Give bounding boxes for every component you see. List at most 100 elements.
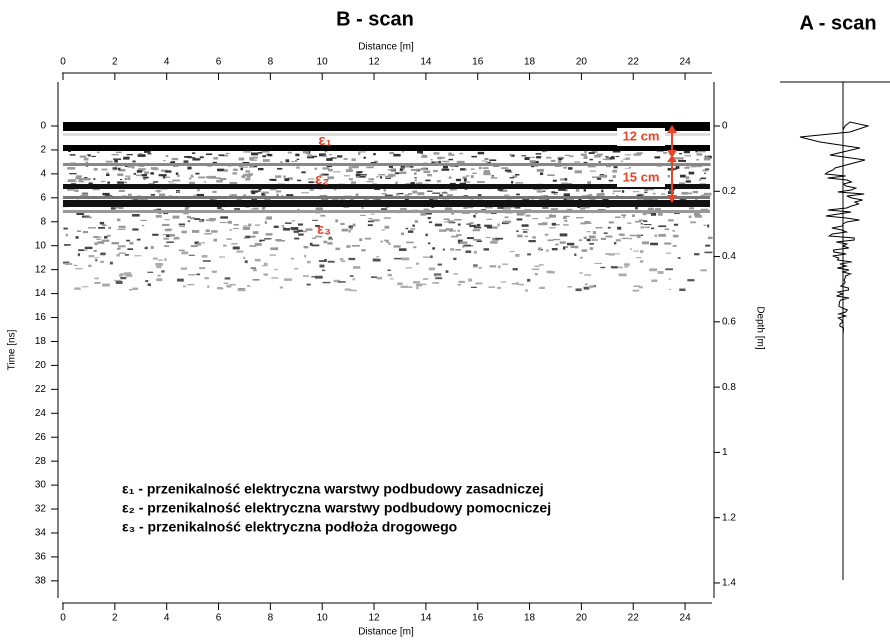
texture — [638, 219, 644, 221]
texture — [193, 194, 196, 198]
texture — [322, 281, 331, 284]
texture — [218, 287, 224, 290]
texture — [420, 150, 424, 154]
texture — [352, 278, 355, 281]
texture — [515, 253, 520, 257]
texture — [163, 212, 169, 215]
texture — [296, 158, 300, 160]
texture — [352, 165, 359, 169]
texture — [472, 229, 480, 232]
thickness-label: 12 cm — [623, 128, 660, 143]
texture — [290, 257, 295, 260]
texture — [277, 240, 285, 242]
texture — [127, 193, 132, 196]
texture — [488, 286, 496, 288]
texture — [580, 256, 583, 259]
texture — [564, 182, 572, 185]
texture — [213, 198, 217, 200]
thickness-label: 15 cm — [623, 169, 660, 184]
texture — [264, 198, 271, 201]
texture — [589, 243, 595, 245]
legend-entry: ε₂ - przenikalność elektryczna warstwy p… — [122, 500, 551, 516]
texture — [341, 260, 346, 263]
texture — [283, 228, 291, 231]
texture — [484, 174, 491, 176]
texture — [610, 180, 613, 183]
texture — [564, 178, 568, 181]
texture — [690, 165, 697, 168]
texture — [199, 219, 203, 223]
texture — [188, 273, 196, 276]
texture — [678, 159, 687, 162]
texture — [291, 220, 296, 222]
texture — [400, 232, 404, 236]
texture — [460, 241, 468, 244]
x-tick-label: 12 — [368, 613, 380, 624]
texture — [311, 244, 320, 247]
texture — [93, 167, 98, 171]
texture — [591, 176, 600, 179]
texture — [389, 151, 395, 155]
texture — [401, 257, 410, 261]
texture — [448, 158, 454, 161]
texture — [502, 263, 508, 265]
texture — [348, 178, 353, 181]
texture — [269, 187, 276, 191]
texture — [415, 262, 420, 265]
texture — [612, 192, 615, 194]
texture — [157, 189, 161, 193]
texture — [489, 159, 497, 162]
texture — [150, 167, 158, 170]
texture — [119, 252, 126, 254]
texture — [375, 176, 380, 178]
texture — [600, 237, 607, 240]
texture — [612, 170, 619, 173]
texture — [296, 179, 302, 182]
texture — [591, 198, 596, 201]
x-tick-label: 10 — [317, 57, 329, 68]
texture — [88, 154, 91, 157]
texture — [296, 166, 300, 169]
texture — [569, 155, 574, 158]
texture — [388, 242, 391, 245]
texture — [611, 156, 615, 158]
texture — [410, 182, 415, 185]
texture — [302, 230, 307, 233]
texture — [243, 256, 246, 259]
texture — [224, 277, 231, 280]
texture — [363, 199, 369, 201]
texture — [585, 283, 588, 286]
texture — [102, 283, 110, 287]
texture — [213, 157, 219, 160]
texture — [76, 212, 85, 216]
texture — [283, 175, 286, 178]
texture — [250, 208, 259, 210]
texture — [563, 215, 570, 218]
texture — [473, 238, 482, 241]
y2-tick-label: 1 — [722, 447, 728, 458]
texture — [129, 241, 134, 245]
texture — [393, 245, 401, 248]
texture — [407, 230, 414, 233]
texture — [477, 181, 485, 183]
texture — [376, 276, 383, 280]
texture — [189, 217, 196, 220]
texture — [486, 225, 492, 229]
x-tick-label: 6 — [216, 57, 222, 68]
texture — [589, 285, 593, 289]
texture — [483, 248, 490, 251]
texture — [307, 178, 315, 180]
texture — [544, 233, 549, 236]
texture — [250, 190, 259, 193]
texture — [516, 218, 523, 221]
texture — [207, 165, 212, 167]
texture — [259, 239, 265, 242]
texture — [81, 193, 89, 197]
texture — [618, 233, 623, 236]
texture — [424, 208, 430, 211]
texture — [467, 237, 474, 240]
texture — [435, 277, 443, 280]
texture — [598, 161, 601, 163]
texture — [703, 192, 712, 196]
texture — [358, 176, 366, 178]
